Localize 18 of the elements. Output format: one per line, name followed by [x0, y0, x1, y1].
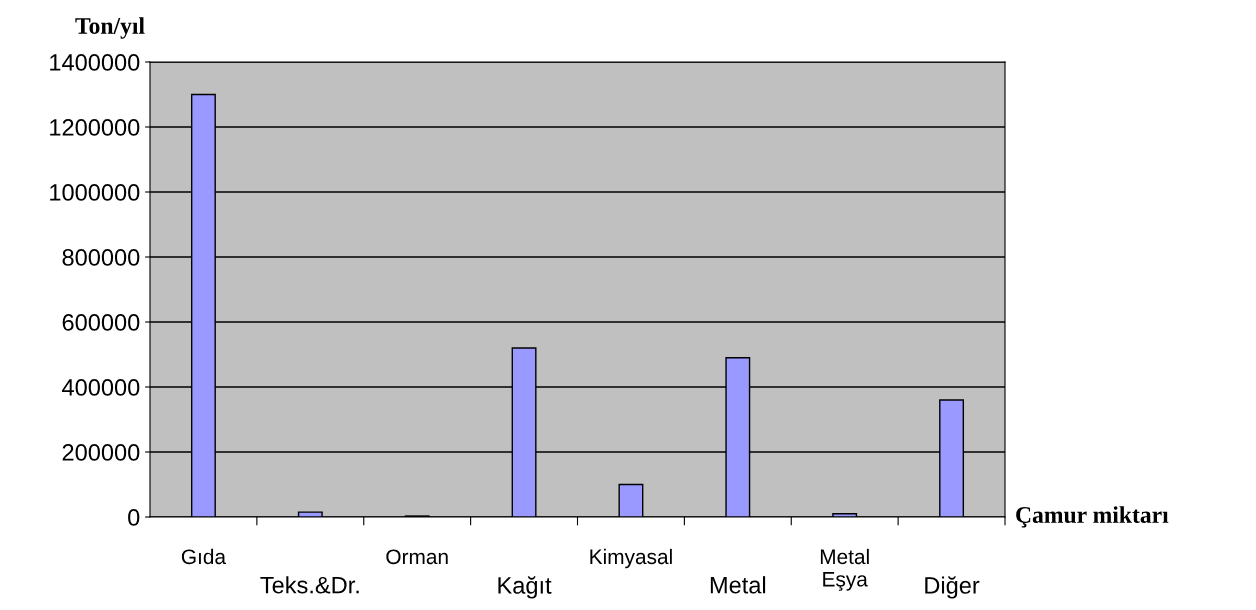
x-axis-title: Çamur miktarı — [1016, 506, 1169, 528]
y-axis-title: Ton/yıl — [75, 17, 145, 39]
y-tick-label: 600000 — [62, 314, 140, 331]
x-tick-label: Orman — [386, 549, 448, 565]
x-tick-label: Kağıt — [498, 576, 552, 599]
y-tick-label: 400000 — [62, 379, 140, 396]
x-tick-label: Teks.&Dr. — [260, 576, 359, 594]
x-tick-label: Metal Eşya — [820, 548, 869, 591]
y-tick-label: 200000 — [62, 444, 140, 461]
y-tick-label: 800000 — [62, 249, 140, 266]
x-tick-label: Gıda — [181, 548, 227, 565]
y-tick-label: 1400000 — [50, 54, 140, 71]
y-tick-label: 0 — [128, 509, 140, 526]
y-tick-label: 1200000 — [50, 119, 140, 136]
y-tick-label: 1000000 — [50, 184, 140, 201]
x-tick-label: Kimyasal — [590, 548, 672, 569]
x-tick-label: Diğer — [925, 576, 980, 599]
x-tick-label: Metal — [710, 576, 766, 594]
